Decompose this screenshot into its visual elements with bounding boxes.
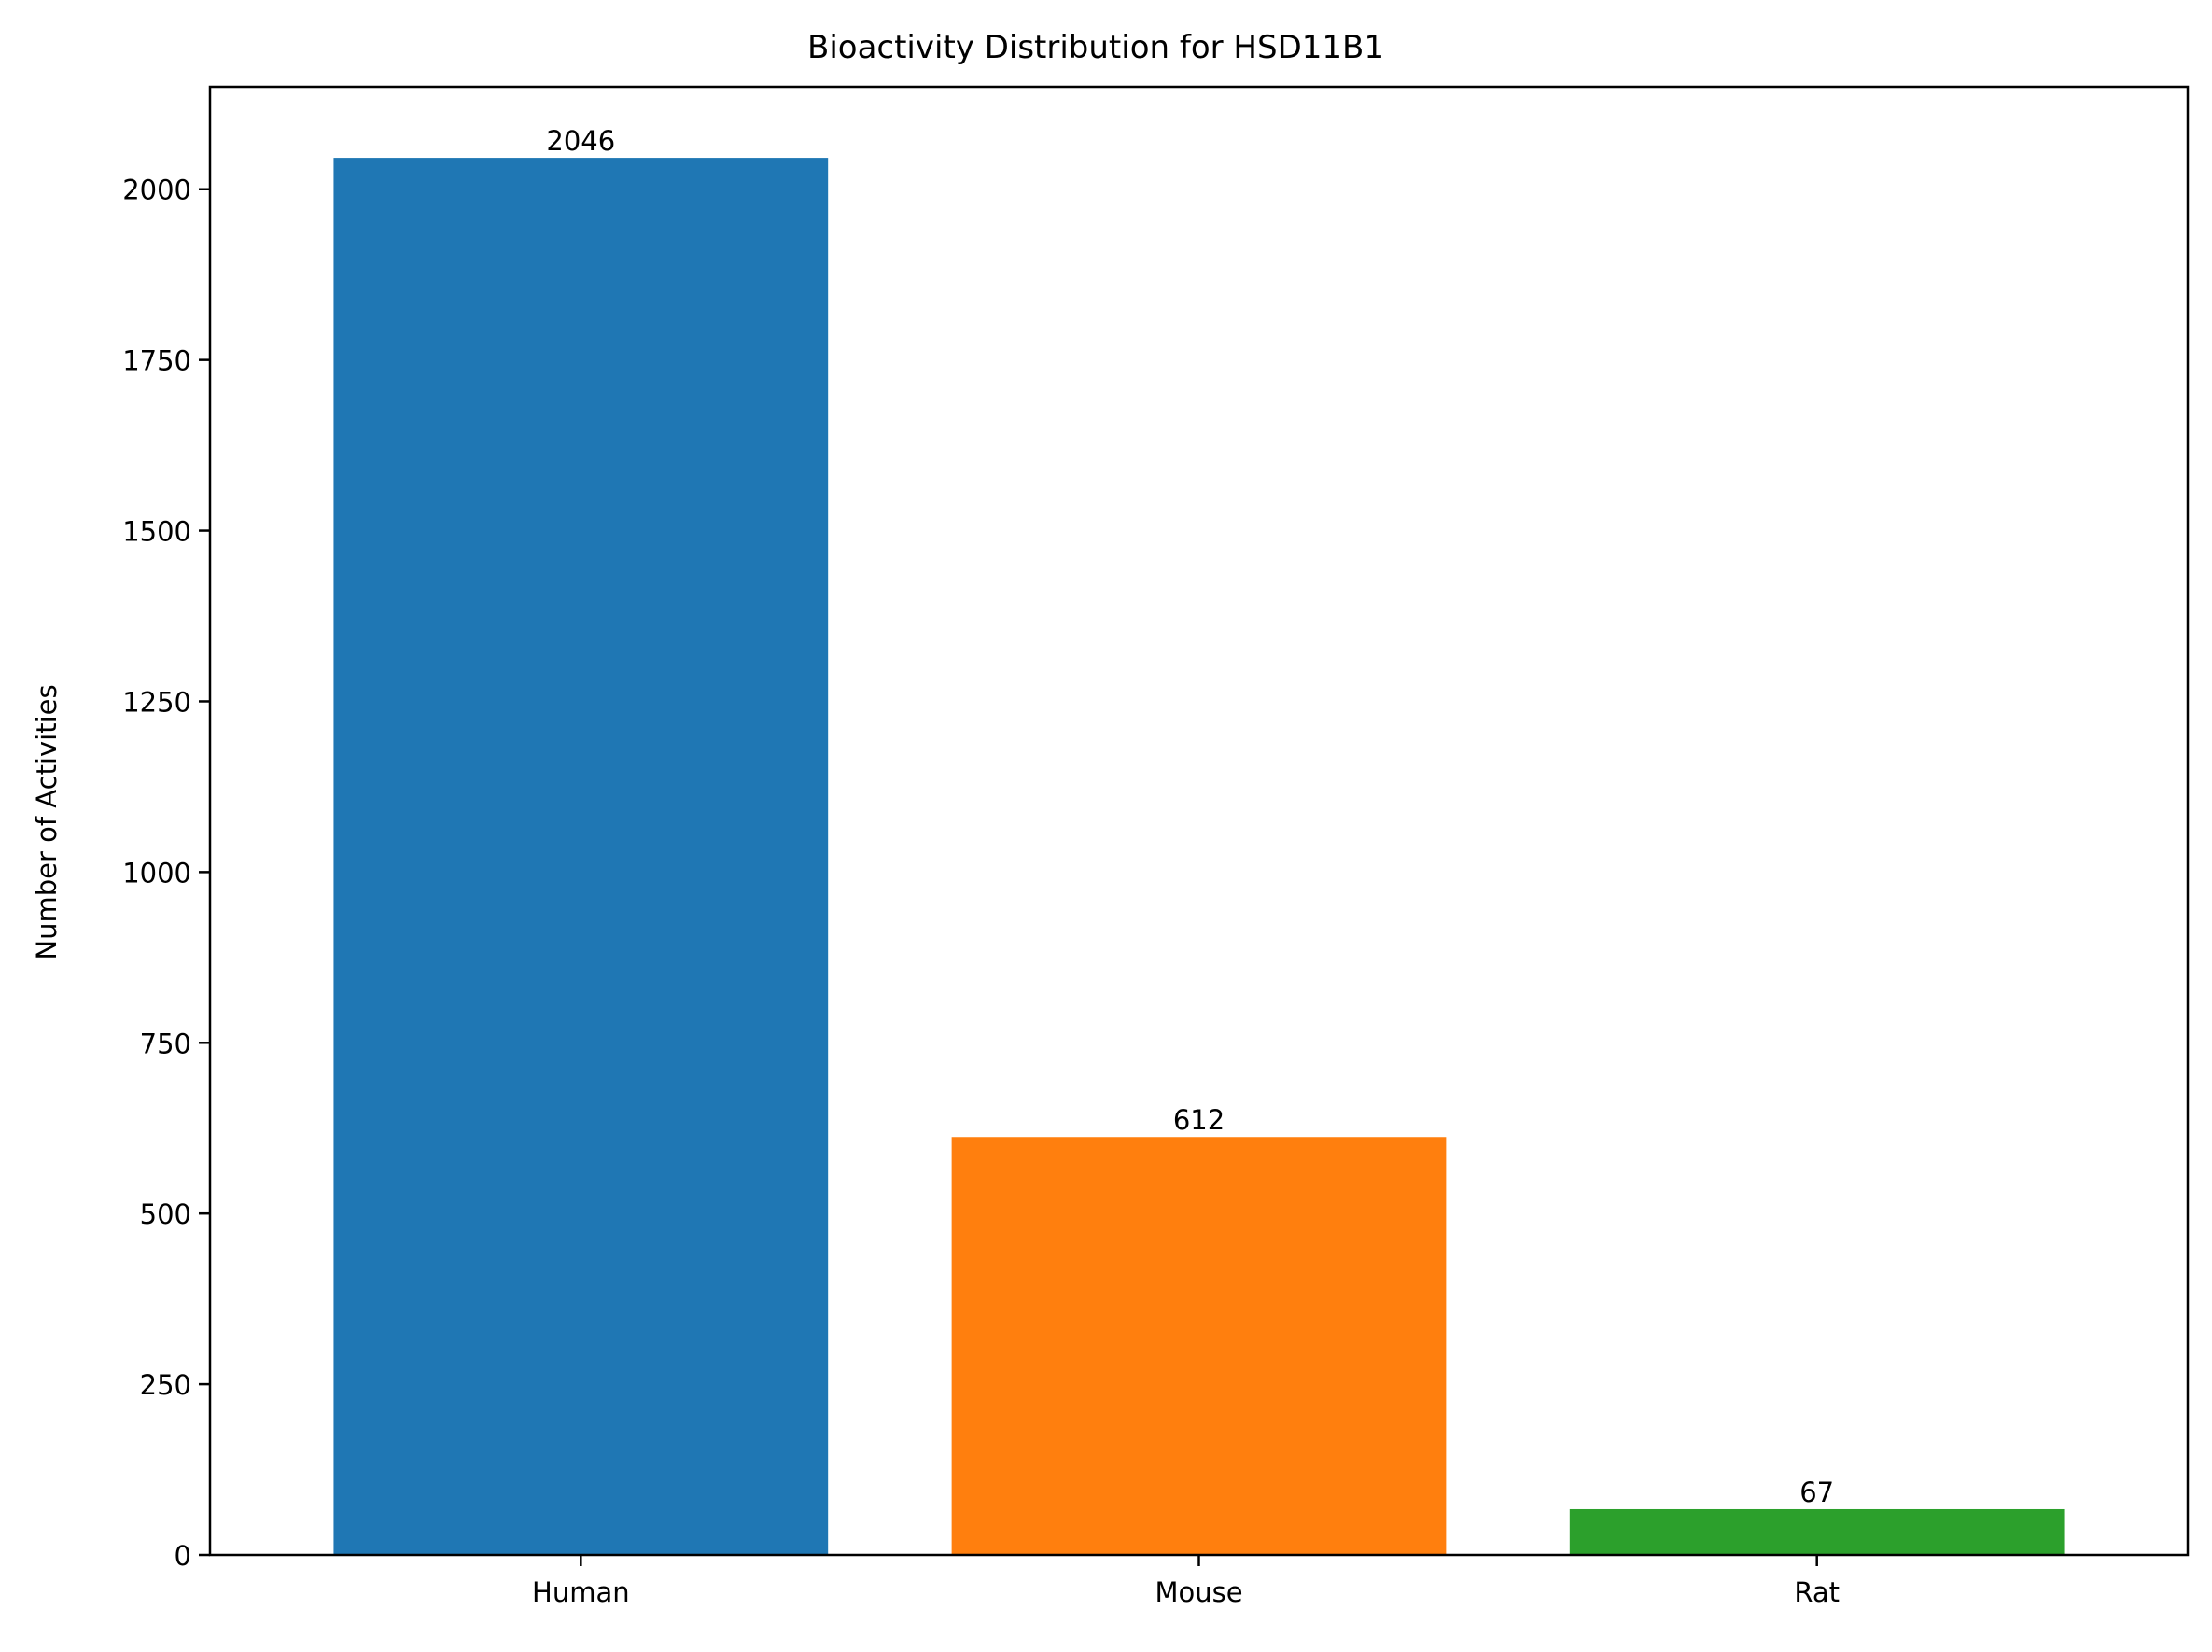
bar-human <box>333 158 829 1555</box>
chart-title: Bioactivity Distribution for HSD11B1 <box>807 29 1384 66</box>
y-tick-label: 1750 <box>122 345 191 377</box>
y-tick-label: 2000 <box>122 175 191 206</box>
x-tick-label: Mouse <box>1155 1576 1242 1608</box>
bar-value-labels: 2046 612 67 <box>546 125 1834 1508</box>
axis-ticks: 0 250 500 750 1000 1250 1500 1750 2000 Human Mouse… <box>122 175 1840 1608</box>
y-tick-label: 1000 <box>122 857 191 889</box>
y-axis-label: Number of Activities <box>31 684 63 959</box>
y-tick-label: 1250 <box>122 686 191 718</box>
y-tick-label: 750 <box>140 1028 191 1059</box>
bar-mouse <box>951 1137 1447 1555</box>
bar-value-label: 2046 <box>546 125 615 157</box>
y-tick-label: 250 <box>140 1369 191 1401</box>
plot-area-frame <box>208 85 2190 1557</box>
x-tick-label: Human <box>532 1576 630 1608</box>
bar-rat <box>1569 1508 2065 1555</box>
bar-value-label: 612 <box>1173 1104 1225 1136</box>
x-tick-label: Rat <box>1794 1576 1840 1608</box>
y-tick-label: 1500 <box>122 516 191 548</box>
bars <box>333 158 2065 1555</box>
y-tick-label: 500 <box>140 1198 191 1230</box>
y-tick-label: 0 <box>175 1540 191 1572</box>
bar-value-label: 67 <box>1799 1477 1834 1508</box>
